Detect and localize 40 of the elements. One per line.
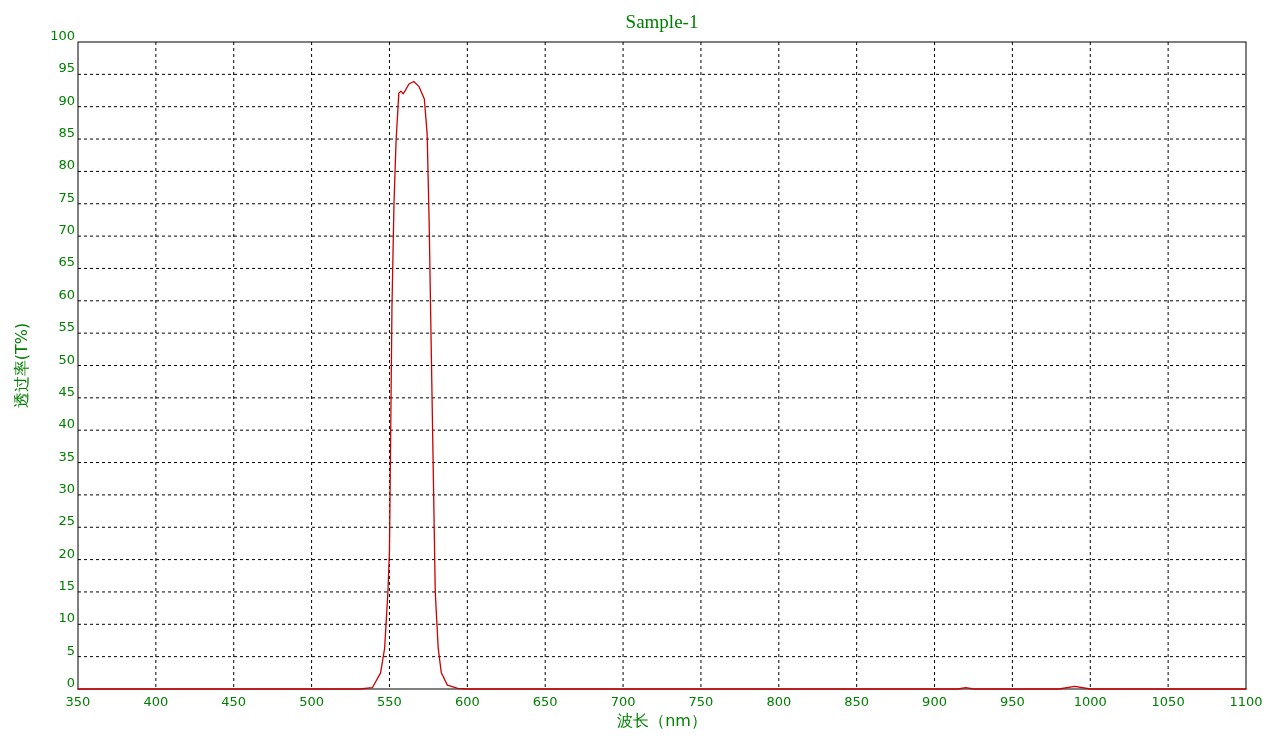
- y-tick-label: 45: [58, 383, 75, 399]
- x-tick-label: 500: [299, 694, 325, 709]
- y-tick-label: 10: [58, 610, 75, 626]
- x-tick-label: 650: [532, 694, 558, 709]
- x-tick-label: 900: [922, 694, 947, 709]
- y-tick-label: 95: [58, 60, 75, 76]
- x-tick-label: 950: [999, 694, 1025, 709]
- x-tick-label: 800: [766, 694, 792, 709]
- x-tick-label: 850: [844, 694, 870, 709]
- y-tick-label: 0: [66, 675, 75, 690]
- x-tick-label: 350: [65, 694, 91, 709]
- y-tick-label: 80: [58, 157, 75, 173]
- y-tick-label: 35: [58, 448, 75, 464]
- x-tick-label: 750: [688, 694, 714, 709]
- y-tick-label: 55: [58, 319, 75, 335]
- y-tick-label: 50: [58, 351, 75, 367]
- x-tick-label: 550: [377, 694, 402, 709]
- y-tick-label: 65: [58, 254, 75, 270]
- y-tick-label: 70: [58, 222, 75, 238]
- y-tick-label: 90: [58, 92, 75, 108]
- y-tick-label: 25: [58, 513, 75, 529]
- x-tick-label: 400: [143, 694, 169, 709]
- y-tick-label: 5: [66, 642, 75, 658]
- y-tick-label: 60: [58, 286, 75, 302]
- x-tick-label: 700: [610, 694, 636, 709]
- x-tick-label: 600: [454, 694, 480, 709]
- y-axis-title: 透过率(T%): [12, 322, 31, 409]
- y-tick-label: 20: [58, 545, 75, 561]
- chart-title: Sample-1: [625, 11, 699, 32]
- x-axis-title: 波长（nm）: [617, 711, 707, 730]
- x-tick-label: 1000: [1073, 694, 1107, 709]
- y-tick-label: 30: [58, 480, 75, 496]
- y-tick-label: 100: [50, 28, 75, 43]
- y-tick-label: 75: [58, 189, 75, 205]
- y-tick-label: 85: [58, 125, 75, 141]
- y-tick-label: 15: [58, 577, 75, 593]
- x-tick-label: 450: [221, 694, 247, 709]
- x-tick-label: 1100: [1229, 694, 1263, 709]
- y-tick-label: 40: [58, 416, 75, 432]
- x-tick-label: 1050: [1151, 694, 1185, 709]
